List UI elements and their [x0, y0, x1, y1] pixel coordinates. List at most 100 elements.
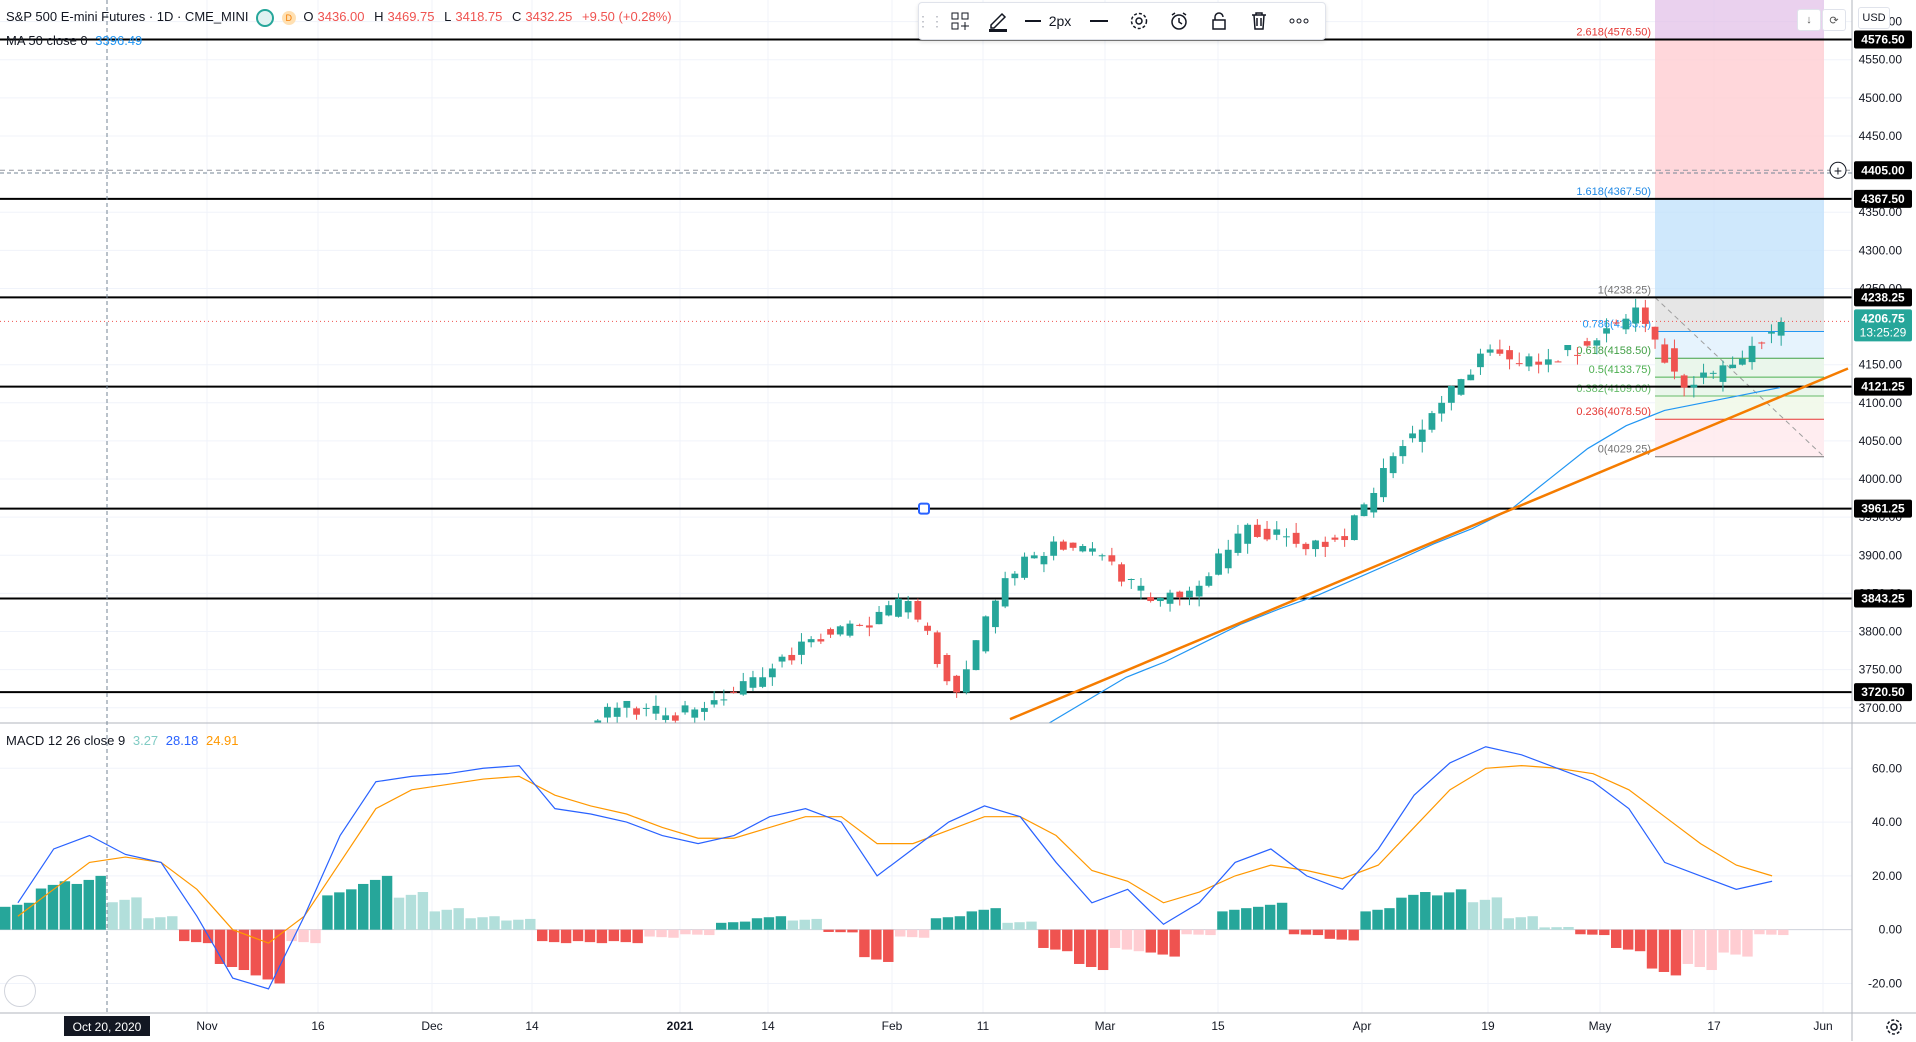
- candle-body[interactable]: [1535, 361, 1543, 365]
- candle-body[interactable]: [720, 699, 728, 701]
- candle-body[interactable]: [1331, 537, 1339, 540]
- candle-body[interactable]: [962, 669, 970, 693]
- candle-body[interactable]: [652, 705, 660, 714]
- candle-body[interactable]: [1632, 307, 1640, 324]
- candle-body[interactable]: [1593, 340, 1601, 346]
- candle-body[interactable]: [1661, 344, 1669, 363]
- candle-body[interactable]: [613, 707, 621, 717]
- candle-body[interactable]: [1215, 553, 1222, 575]
- candle-body[interactable]: [992, 600, 999, 628]
- candle-body[interactable]: [1224, 549, 1232, 569]
- candle-body[interactable]: [1409, 433, 1416, 439]
- candle-body[interactable]: [1108, 555, 1116, 562]
- candle-body[interactable]: [972, 640, 980, 671]
- candle-body[interactable]: [1370, 492, 1378, 513]
- candle-body[interactable]: [982, 616, 990, 652]
- candle-body[interactable]: [1428, 413, 1436, 430]
- scroll-down-icon[interactable]: ↓: [1797, 9, 1821, 31]
- ma-legend[interactable]: MA 50 close 0 3396.49: [6, 33, 146, 48]
- line-width-button[interactable]: 2px: [1017, 3, 1079, 39]
- candle-body[interactable]: [1089, 548, 1096, 552]
- candle-body[interactable]: [1137, 585, 1145, 591]
- candle-body[interactable]: [1098, 555, 1106, 557]
- candle-body[interactable]: [836, 626, 844, 635]
- candle-body[interactable]: [943, 655, 951, 682]
- candle-body[interactable]: [1574, 354, 1581, 356]
- settings-gear-icon[interactable]: [1119, 3, 1159, 39]
- candle-body[interactable]: [710, 700, 718, 705]
- candle-body[interactable]: [1321, 541, 1329, 547]
- candle-body[interactable]: [1253, 524, 1261, 537]
- candle-body[interactable]: [1147, 597, 1155, 602]
- candle-body[interactable]: [1641, 307, 1649, 324]
- candle-body[interactable]: [1234, 533, 1242, 553]
- candle-body[interactable]: [1360, 504, 1368, 517]
- moving-average-line[interactable]: [972, 386, 1781, 762]
- macd-signal-line[interactable]: [17, 764, 1773, 944]
- candle-body[interactable]: [1001, 578, 1009, 607]
- candle-body[interactable]: [1302, 543, 1310, 550]
- candle-body[interactable]: [1651, 326, 1659, 340]
- candle-body[interactable]: [807, 639, 815, 643]
- candle-body[interactable]: [1700, 372, 1707, 378]
- candle-body[interactable]: [1680, 375, 1688, 388]
- candle-body[interactable]: [1777, 321, 1785, 336]
- candle-body[interactable]: [1156, 598, 1164, 602]
- macd-line[interactable]: [17, 746, 1773, 990]
- candle-body[interactable]: [1748, 345, 1756, 363]
- candle-body[interactable]: [1292, 532, 1300, 544]
- candle-body[interactable]: [662, 715, 670, 720]
- trend-line[interactable]: [1009, 367, 1849, 721]
- candle-body[interactable]: [604, 706, 611, 718]
- candle-body[interactable]: [1603, 328, 1610, 334]
- candle-body[interactable]: [701, 708, 708, 712]
- candle-body[interactable]: [1496, 349, 1504, 354]
- candle-body[interactable]: [798, 641, 805, 655]
- candle-body[interactable]: [1011, 573, 1019, 579]
- candle-body[interactable]: [730, 691, 737, 693]
- candle-body[interactable]: [1690, 384, 1698, 388]
- candle-body[interactable]: [1564, 345, 1572, 351]
- candle-body[interactable]: [1583, 341, 1591, 346]
- candle-body[interactable]: [933, 632, 941, 665]
- go-to-realtime-button[interactable]: [4, 975, 36, 1007]
- candle-body[interactable]: [1671, 348, 1678, 372]
- chart-settings-gear-icon[interactable]: [1884, 1017, 1904, 1037]
- candle-body[interactable]: [1719, 365, 1727, 382]
- candle-body[interactable]: [633, 708, 640, 715]
- candle-body[interactable]: [642, 707, 650, 709]
- candle-body[interactable]: [1273, 529, 1281, 535]
- candle-body[interactable]: [739, 681, 747, 695]
- candle-body[interactable]: [953, 675, 961, 693]
- line-color-icon[interactable]: [979, 3, 1017, 39]
- candle-body[interactable]: [1612, 322, 1620, 324]
- candle-body[interactable]: [1418, 429, 1426, 442]
- candle-body[interactable]: [768, 668, 776, 678]
- candle-body[interactable]: [1399, 446, 1407, 457]
- candle-body[interactable]: [623, 700, 631, 708]
- candle-body[interactable]: [1021, 556, 1028, 578]
- candle-body[interactable]: [778, 656, 786, 662]
- candle-body[interactable]: [1263, 528, 1271, 540]
- line-anchor-handle[interactable]: [918, 502, 930, 515]
- candle-body[interactable]: [875, 611, 883, 625]
- candle-body[interactable]: [1447, 385, 1455, 403]
- candle-body[interactable]: [924, 625, 931, 631]
- templates-icon[interactable]: [941, 3, 979, 39]
- candle-body[interactable]: [691, 709, 699, 718]
- candle-body[interactable]: [1622, 318, 1630, 330]
- candle-body[interactable]: [1050, 541, 1058, 556]
- candle-body[interactable]: [885, 605, 893, 616]
- drag-handle-icon[interactable]: ⋮⋮: [916, 12, 944, 29]
- candle-body[interactable]: [1186, 590, 1193, 598]
- candle-body[interactable]: [1477, 353, 1484, 368]
- candle-body[interactable]: [1312, 540, 1319, 550]
- candle-body[interactable]: [817, 639, 825, 642]
- candle-body[interactable]: [1486, 349, 1494, 353]
- candle-body[interactable]: [865, 625, 873, 628]
- currency-button[interactable]: USD: [1858, 7, 1890, 29]
- candle-body[interactable]: [1166, 592, 1174, 604]
- lock-icon[interactable]: [1199, 3, 1239, 39]
- line-style-icon[interactable]: [1079, 3, 1119, 39]
